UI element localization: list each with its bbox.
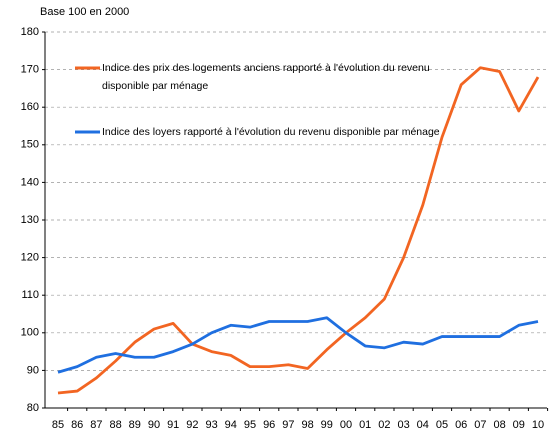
x-tick-label: 88 bbox=[109, 419, 121, 431]
y-tick-label: 160 bbox=[21, 101, 39, 113]
x-tick-label: 99 bbox=[321, 419, 333, 431]
x-tick-label: 00 bbox=[340, 419, 352, 431]
x-tick-label: 93 bbox=[205, 419, 217, 431]
y-tick-label: 180 bbox=[21, 26, 39, 38]
x-tick-label: 03 bbox=[397, 419, 409, 431]
x-tick-label: 02 bbox=[378, 419, 390, 431]
x-tick-label: 10 bbox=[532, 419, 544, 431]
series-line bbox=[57, 316, 539, 374]
y-tick-label: 100 bbox=[21, 327, 39, 339]
x-tick-label: 91 bbox=[167, 419, 179, 431]
y-tick-label: 130 bbox=[21, 214, 39, 226]
chart-subtitle: Base 100 en 2000 bbox=[40, 6, 129, 18]
x-tick-label: 98 bbox=[301, 419, 313, 431]
x-tick-label: 87 bbox=[90, 419, 102, 431]
y-tick-label: 90 bbox=[27, 364, 39, 376]
x-tick-label: 05 bbox=[436, 419, 448, 431]
x-tick-label: 89 bbox=[129, 419, 141, 431]
y-tick-label: 150 bbox=[21, 139, 39, 151]
legend-label: Indice des prix des logements anciens ra… bbox=[102, 62, 430, 92]
x-tick-label: 07 bbox=[474, 419, 486, 431]
legend-label: Indice des loyers rapporté à l'évolution… bbox=[102, 126, 440, 138]
x-tick-label: 92 bbox=[186, 419, 198, 431]
x-tick-label: 95 bbox=[244, 419, 256, 431]
x-tick-label: 85 bbox=[52, 419, 64, 431]
x-tick-label: 94 bbox=[225, 419, 237, 431]
y-tick-label: 110 bbox=[21, 289, 39, 301]
x-tick-label: 90 bbox=[148, 419, 160, 431]
x-tick-label: 09 bbox=[513, 419, 525, 431]
x-tick-label: 06 bbox=[455, 419, 467, 431]
x-tick-label: 97 bbox=[282, 419, 294, 431]
y-tick-label: 140 bbox=[21, 176, 39, 188]
x-tick-label: 08 bbox=[493, 419, 505, 431]
legend-text: Indice des loyers rapporté à l'évolution… bbox=[102, 126, 440, 138]
y-tick-label: 170 bbox=[21, 64, 39, 76]
x-tick-label: 01 bbox=[359, 419, 371, 431]
y-tick-label: 120 bbox=[21, 252, 39, 264]
y-tick-label: 80 bbox=[27, 402, 39, 414]
x-tick-label: 86 bbox=[71, 419, 83, 431]
legend-text: Indice des prix des logements anciens ra… bbox=[102, 62, 430, 92]
x-tick-label: 96 bbox=[263, 419, 275, 431]
x-tick-label: 04 bbox=[417, 419, 429, 431]
series-line bbox=[57, 66, 540, 395]
